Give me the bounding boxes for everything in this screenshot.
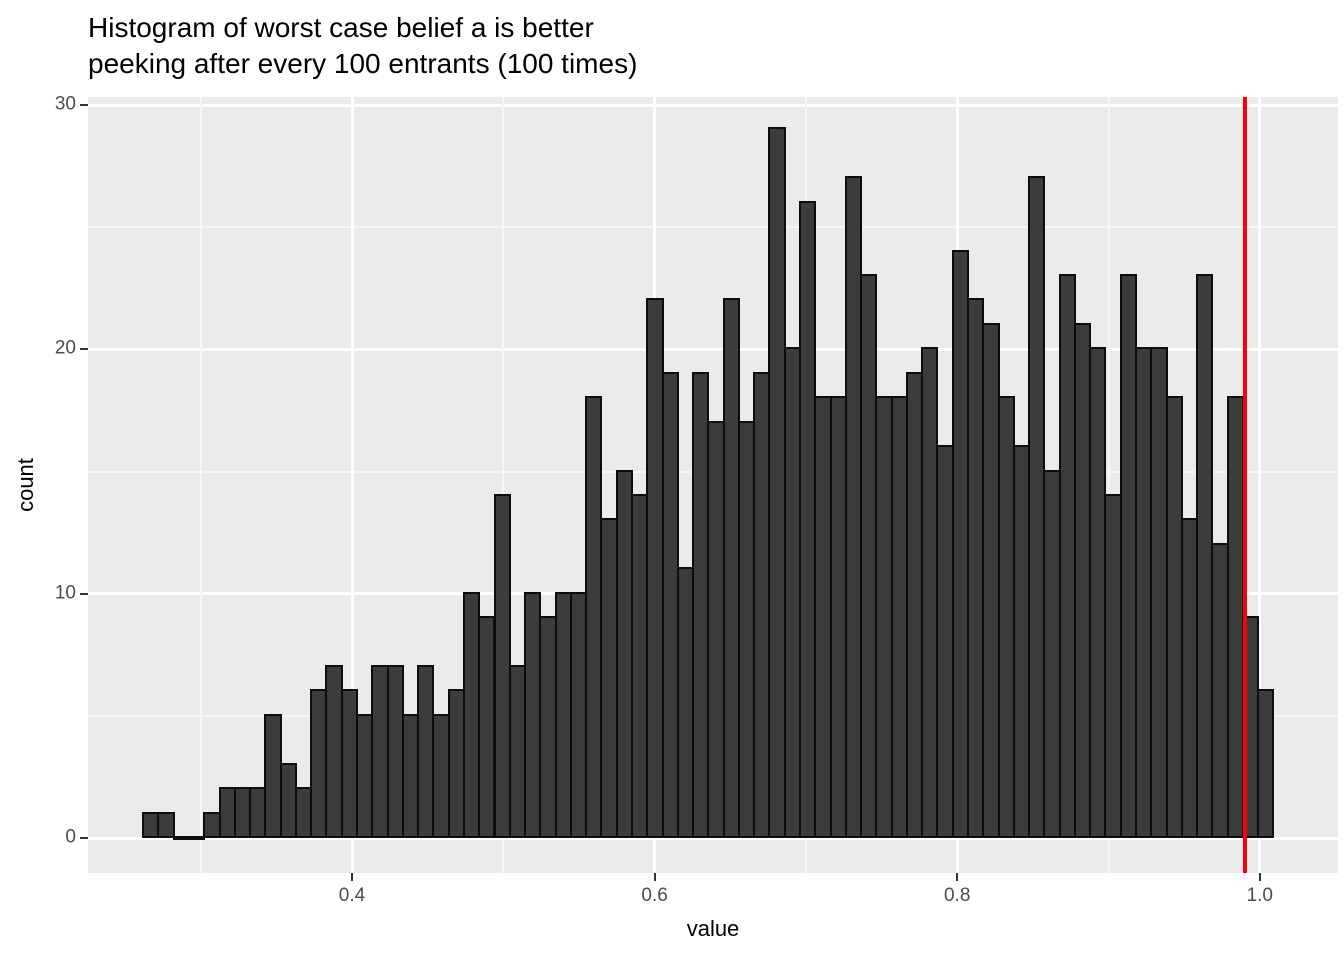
tick-mark-y [80, 348, 88, 351]
x-tick-label: 1.0 [1246, 885, 1274, 906]
x-tick-label: 0.6 [641, 885, 668, 906]
gridline-major-x [1258, 97, 1262, 873]
tick-mark-x [351, 873, 353, 881]
histogram-bar [157, 811, 175, 838]
plot-panel [88, 97, 1338, 873]
tick-mark-y [80, 837, 88, 839]
tick-mark-x [1258, 873, 1261, 881]
histogram-bar [1257, 689, 1275, 838]
gridline-major-y [88, 103, 1338, 107]
gridline-major-y [88, 347, 1338, 351]
gridline-minor-y [88, 226, 1338, 229]
gridline-minor-x [1107, 97, 1110, 873]
chart-title: Histogram of worst case belief a is bett… [88, 10, 637, 82]
reference-line-red [1242, 97, 1247, 873]
histogram-bar [188, 836, 206, 840]
x-axis-title: value [686, 916, 740, 941]
tick-mark-x [956, 873, 959, 881]
chart-title-line2: peeking after every 100 entrants (100 ti… [88, 48, 638, 79]
gridline-minor-x [199, 97, 202, 873]
y-tick-label: 30 [54, 93, 76, 115]
gridline-major-x [350, 97, 354, 873]
tick-mark-y [80, 104, 88, 106]
x-tick-label: 0.4 [338, 885, 366, 906]
gridline-major-y [88, 836, 1338, 840]
tick-mark-y [80, 592, 88, 595]
gridline-minor-x [502, 97, 505, 873]
y-tick-label: 20 [54, 337, 76, 359]
chart-title-line1: Histogram of worst case belief a is bett… [88, 12, 594, 43]
y-axis-title: count [13, 458, 38, 512]
x-tick-label: 0.8 [943, 885, 971, 906]
tick-mark-x [653, 873, 656, 881]
y-tick-label: 10 [54, 582, 76, 604]
y-tick-label: 0 [65, 826, 76, 848]
